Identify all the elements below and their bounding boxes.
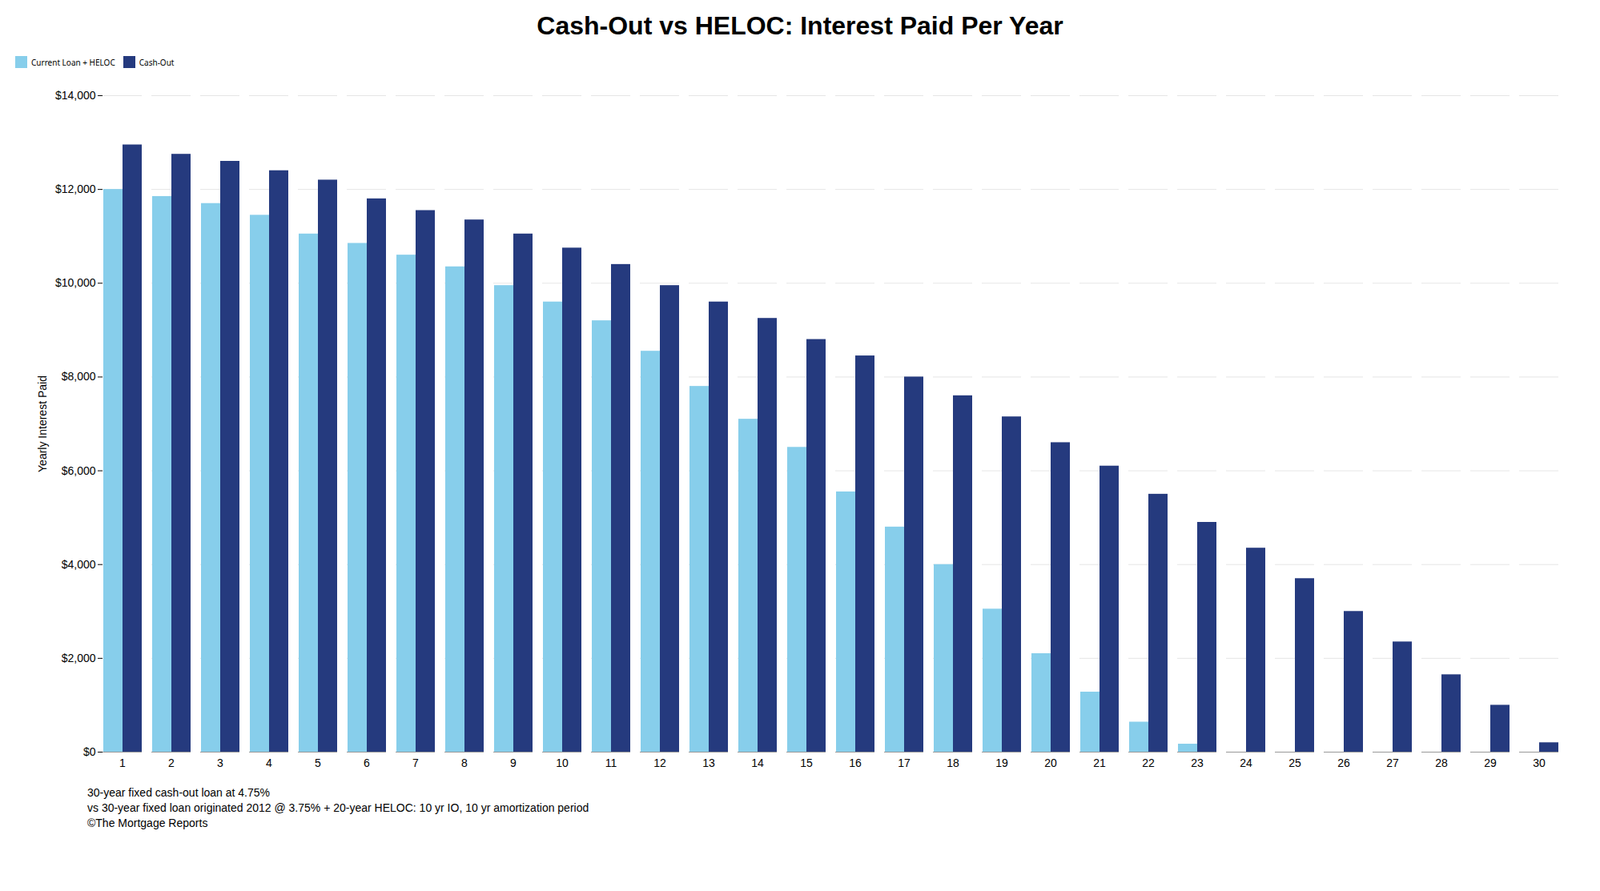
html-text:30-year fixed cash-out loan at: 30-year fixed cash-out loan at 4.75% [87, 786, 270, 800]
html-text:vs 30-year fixed loan originat: vs 30-year fixed loan originated 2012 @ … [87, 801, 589, 815]
svg-text:21: 21 [1093, 756, 1106, 770]
svg-text:16: 16 [848, 756, 862, 770]
svg-text:13: 13 [702, 756, 716, 770]
svg-text:22: 22 [1141, 756, 1155, 770]
svg-text:25: 25 [1288, 756, 1302, 770]
svg-text:$12,000: $12,000 [55, 182, 97, 196]
svg-text:$8,000: $8,000 [61, 369, 97, 383]
svg-text:30: 30 [1532, 756, 1546, 770]
html-text:Cash-Out: Cash-Out [139, 56, 175, 68]
svg-text:17: 17 [897, 756, 911, 770]
svg-text:2: 2 [168, 756, 175, 770]
svg-text:18: 18 [946, 756, 960, 770]
svg-text:26: 26 [1337, 756, 1351, 770]
svg-text:19: 19 [995, 756, 1009, 770]
svg-text:$6,000: $6,000 [61, 464, 97, 478]
html-text:Cash-Out vs HELOC: Interest Pa: Cash-Out vs HELOC: Interest Paid Per Yea… [536, 11, 1064, 41]
svg-text:28: 28 [1435, 756, 1448, 770]
svg-text:5: 5 [314, 756, 322, 770]
svg-text:8: 8 [461, 756, 468, 770]
svg-text:$0: $0 [83, 745, 97, 759]
svg-text:$2,000: $2,000 [61, 651, 97, 665]
html-text:©The Mortgage Reports: ©The Mortgage Reports [87, 816, 208, 830]
svg-text:$4,000: $4,000 [61, 558, 97, 571]
svg-text:12: 12 [653, 756, 667, 770]
svg-text:24: 24 [1239, 756, 1253, 770]
svg-text:3: 3 [217, 756, 224, 770]
svg-text:9: 9 [510, 756, 517, 770]
svg-text:$10,000: $10,000 [55, 276, 97, 290]
svg-text:1: 1 [119, 756, 126, 770]
svg-text:29: 29 [1483, 756, 1497, 770]
svg-text:20: 20 [1044, 756, 1058, 770]
svg-text:14: 14 [751, 756, 764, 770]
svg-text:27: 27 [1386, 756, 1399, 770]
svg-text:15: 15 [800, 756, 813, 770]
svg-text:23: 23 [1190, 756, 1204, 770]
svg-text:Yearly Interest Paid: Yearly Interest Paid [36, 375, 49, 473]
svg-text:7: 7 [412, 756, 419, 770]
svg-text:6: 6 [363, 756, 370, 770]
svg-text:11: 11 [605, 756, 618, 770]
svg-text:4: 4 [265, 756, 273, 770]
html-text:Current Loan + HELOC: Current Loan + HELOC [31, 56, 116, 68]
svg-text:10: 10 [555, 756, 569, 770]
svg-text:$14,000: $14,000 [55, 88, 97, 102]
